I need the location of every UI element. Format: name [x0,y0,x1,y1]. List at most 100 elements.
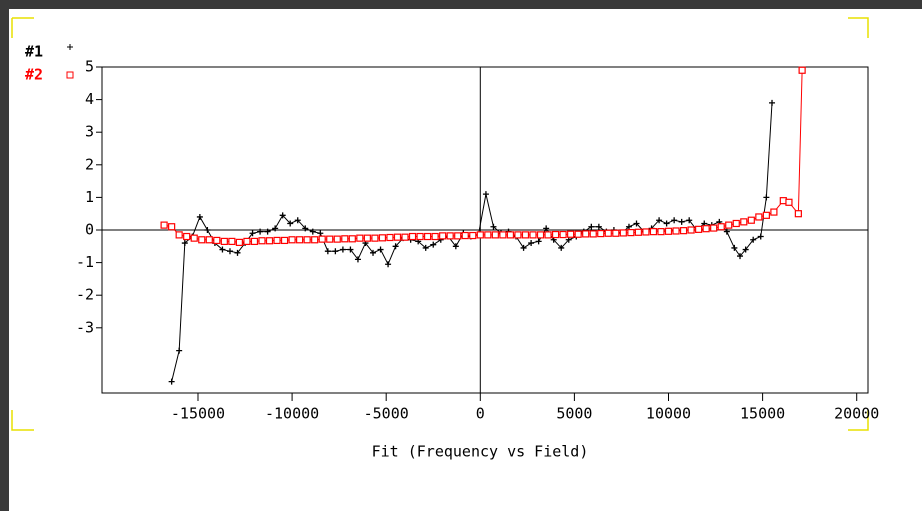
legend-label: #1 [25,43,43,61]
data-point [482,191,489,198]
data-point [469,231,477,240]
data-point [377,246,384,253]
data-point [633,220,640,227]
data-point [302,225,309,232]
data-point [363,234,371,242]
data-point [392,243,399,250]
y-tick-label: 5 [85,58,94,76]
data-point [318,235,326,243]
data-point [235,238,243,246]
y-tick-label: -2 [76,286,94,304]
data-point [597,229,605,238]
data-point [589,230,597,238]
data-point [770,208,778,216]
data-point [452,243,459,250]
data-point [446,232,454,240]
data-point [762,211,770,219]
data-point [528,240,535,247]
data-point [181,240,188,247]
data-point [205,236,213,244]
data-point [604,229,612,237]
data-point [324,248,331,255]
data-point [490,223,497,230]
data-point [559,230,567,239]
window-frame-left [0,0,9,511]
data-point [408,232,417,241]
x-tick-label: -5000 [364,405,409,423]
x-tick-label: 20000 [834,405,879,423]
data-point [371,234,379,242]
data-point [294,217,301,224]
data-point [160,221,168,229]
data-point [750,236,757,243]
data-point [228,237,236,246]
data-point [332,248,339,255]
y-tick-label: 4 [85,90,94,108]
data-point [333,235,341,243]
data-point [679,227,688,235]
data-point [385,261,392,268]
data-point [619,229,627,237]
data-point [272,225,279,232]
x-tick-label: 5000 [556,405,592,423]
data-point [521,231,530,239]
x-tick-label: -15000 [171,405,225,423]
data-point [731,244,738,251]
data-point [595,223,602,230]
data-point [416,232,424,241]
corner-mark [848,17,869,38]
y-tick-label: 0 [85,221,94,239]
data-point [168,378,175,385]
data-point [671,217,678,224]
data-point [213,236,221,245]
data-point [243,237,251,246]
data-point [612,229,620,237]
corner-mark [11,410,34,431]
data-point [288,236,296,244]
data-point [339,246,346,253]
data-point [717,223,725,231]
data-point [250,237,259,246]
data-point [695,225,703,233]
x-tick-label: 10000 [646,405,691,423]
data-point [386,233,394,242]
data-point [785,198,793,206]
data-point [672,227,680,235]
data-point [196,213,203,220]
data-point [551,230,560,239]
data-point [354,256,361,263]
data-point [347,246,354,253]
data-point [249,230,256,237]
data-point [740,218,748,226]
data-point [287,220,294,227]
data-point [582,230,590,238]
data-point [742,246,749,253]
data-point [341,235,349,243]
data-point [798,66,806,74]
data-point [544,231,552,239]
data-point [656,217,663,224]
data-point [303,236,311,244]
data-point [657,228,665,236]
y-tick-label: -3 [76,318,94,336]
data-point [484,231,492,239]
legend-label: #2 [25,66,43,84]
data-point [204,227,211,233]
data-point [423,232,432,241]
data-point [625,223,632,230]
data-point [430,241,437,248]
data-point [702,225,710,233]
data-point [309,228,316,235]
data-point [439,232,447,240]
x-tick-label: 15000 [740,405,785,423]
data-point [234,249,241,256]
data-point [491,231,499,239]
y-tick-label: 1 [85,188,94,206]
data-point [348,235,356,243]
data-point [520,244,527,251]
x-axis-title: Fit (Frequency vs Field) [372,443,589,461]
data-point [461,231,469,240]
data-point [370,249,377,256]
data-point [642,228,650,236]
